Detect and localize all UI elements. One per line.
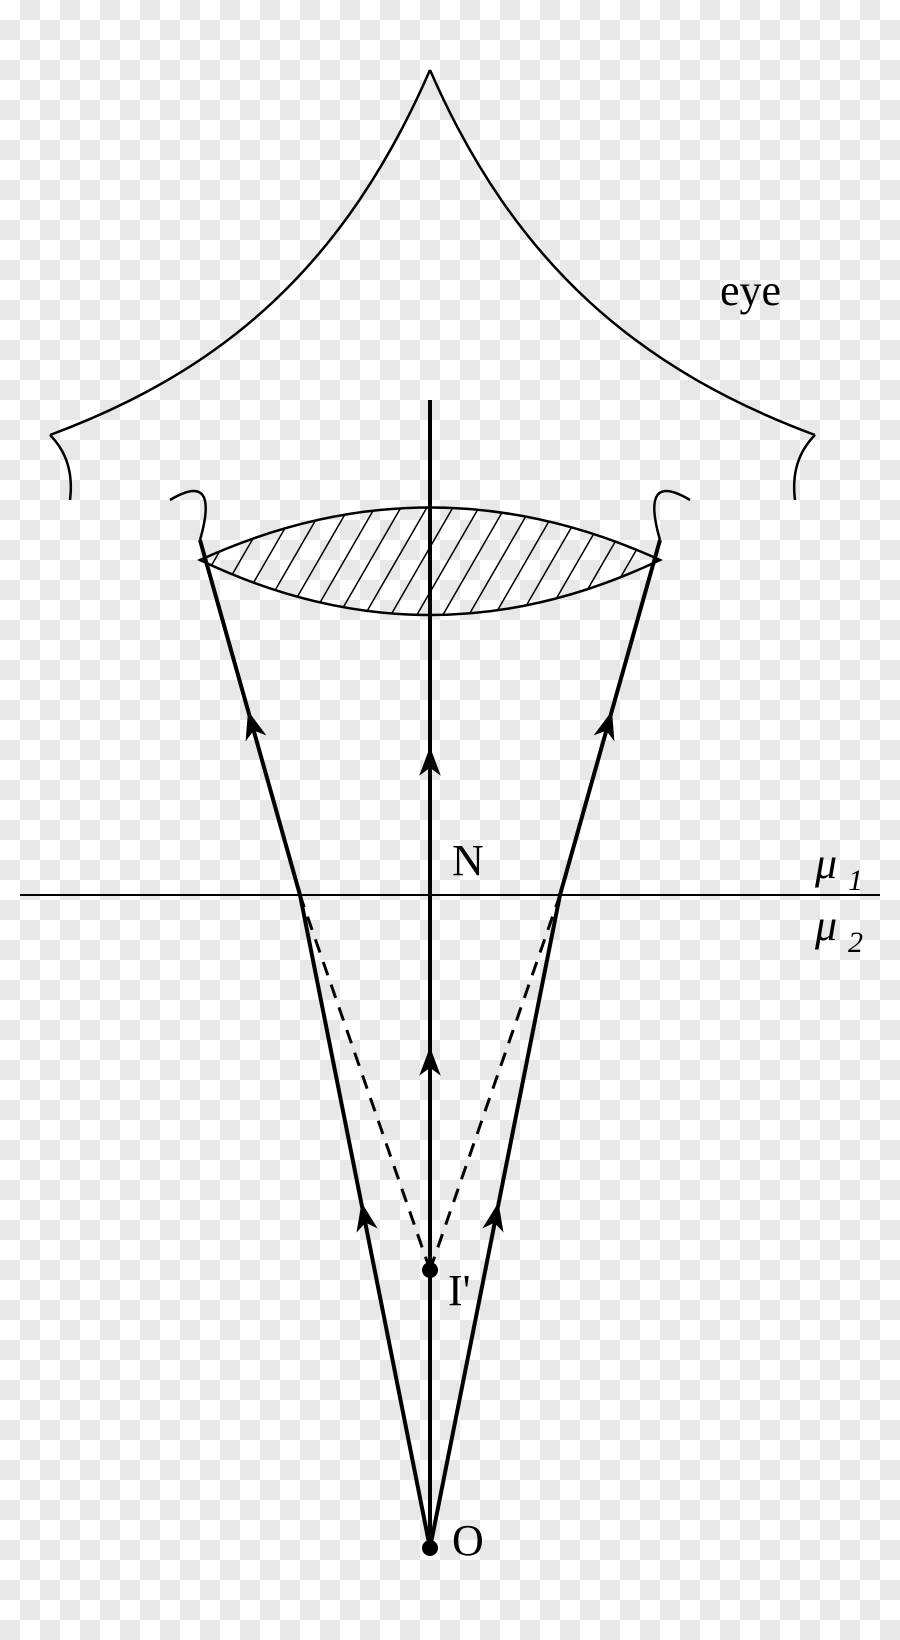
label-mu2: μ2 bbox=[814, 901, 863, 959]
eye-left-hook bbox=[50, 435, 71, 500]
label-O: O bbox=[452, 1516, 484, 1565]
eye-right-lid bbox=[430, 70, 815, 435]
refraction-diagram: eye N μ1 μ2 I' O bbox=[0, 0, 900, 1640]
point-O bbox=[422, 1540, 438, 1556]
label-mu1: μ1 bbox=[814, 839, 863, 897]
label-I-prime: I' bbox=[448, 1266, 471, 1315]
eye-right-hook bbox=[794, 435, 815, 500]
eye-left-lid bbox=[50, 70, 430, 435]
label-eye: eye bbox=[720, 266, 781, 315]
label-N: N bbox=[452, 836, 484, 885]
point-I-prime bbox=[422, 1262, 438, 1278]
lens-hatching bbox=[0, 52, 900, 710]
eye-lower-right bbox=[654, 491, 690, 540]
eye-lower-left bbox=[170, 491, 206, 540]
